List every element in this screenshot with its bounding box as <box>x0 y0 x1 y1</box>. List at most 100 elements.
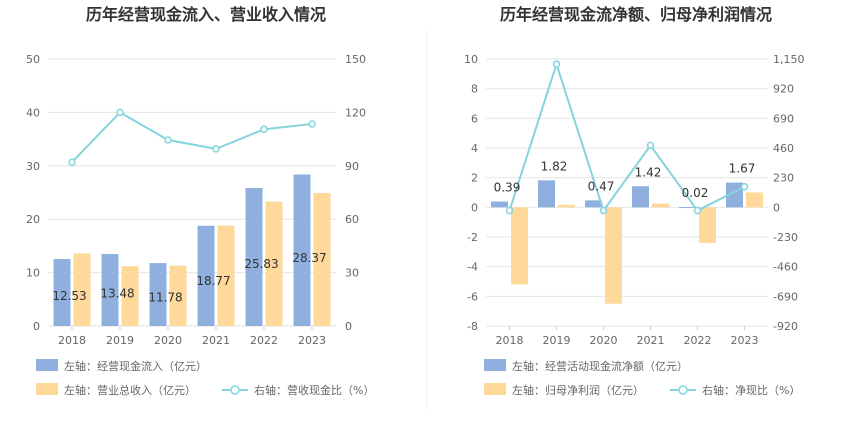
right-axis-tick-label: 690 <box>773 112 794 125</box>
left-axis-tick-label: -6 <box>467 290 478 303</box>
left-axis-tick-label: 2 <box>471 172 478 185</box>
ratio-line <box>71 111 313 163</box>
bar-data-label: 12.53 <box>52 289 86 303</box>
right-axis-tick-label: 150 <box>345 53 366 66</box>
ratio-point <box>693 206 702 215</box>
left-axis-tick-label: 10 <box>26 267 40 280</box>
right-axis-tick-label: 60 <box>345 213 359 226</box>
blue-bar <box>491 201 508 208</box>
ratio-point <box>552 60 561 68</box>
bar-data-label: 13.48 <box>100 287 134 301</box>
orange-bar <box>652 203 669 208</box>
orange-bar <box>558 204 575 208</box>
orange-bar <box>746 192 763 208</box>
right-axis-tick-label: -460 <box>773 261 798 274</box>
bar-data-label: 0.39 <box>494 181 521 195</box>
right-axis-tick-label: 1,150 <box>773 53 805 66</box>
category-tick-label: 2021 <box>637 334 665 347</box>
blue-bar <box>632 186 649 208</box>
left-axis-tick-label: 8 <box>471 83 478 96</box>
left-axis-tick-label: 50 <box>26 53 40 66</box>
left-axis-tick-label: 4 <box>471 142 478 155</box>
left-axis-tick-label: 0 <box>471 201 478 214</box>
bar-data-label: 25.83 <box>244 257 278 271</box>
category-tick-label: 2020 <box>154 334 182 347</box>
legend-label: 左轴：归母净利润（亿元） <box>512 383 644 397</box>
blue-bar <box>293 174 311 326</box>
chart-title: 历年经营现金流净额、归母净利润情况 <box>500 5 772 24</box>
category-tick-label: 2018 <box>58 334 86 347</box>
legend-swatch-blue <box>484 359 506 371</box>
blue-bar <box>585 200 602 208</box>
ratio-point <box>599 206 608 215</box>
left-axis-tick-label: 6 <box>471 112 478 125</box>
category-tick-label: 2018 <box>496 334 524 347</box>
orange-bar <box>605 207 622 304</box>
legend-label: 左轴：经营现金流入（亿元） <box>64 359 207 373</box>
ratio-point <box>505 206 514 215</box>
ratio-point <box>116 108 124 117</box>
bar-data-label: 1.42 <box>635 165 662 179</box>
left-axis-tick-label: 0 <box>33 320 40 333</box>
right-axis-tick-label: 920 <box>773 83 794 96</box>
category-tick-label: 2023 <box>731 334 759 347</box>
bar-data-label: 1.67 <box>729 162 756 176</box>
category-tick-label: 2021 <box>202 334 230 347</box>
orange-bar <box>511 207 528 285</box>
orange-bar <box>169 265 187 326</box>
category-tick-label: 2022 <box>684 334 712 347</box>
ratio-point <box>740 182 749 191</box>
category-tick-label: 2019 <box>106 334 134 347</box>
category-tick-label: 2020 <box>590 334 618 347</box>
right-axis-tick-label: -690 <box>773 290 798 303</box>
right-axis-tick-label: -920 <box>773 320 798 333</box>
legend-swatch-point <box>678 385 688 395</box>
bar-data-label: 18.77 <box>196 274 230 288</box>
left-axis-tick-label: -2 <box>467 231 478 244</box>
blue-bar <box>101 254 119 326</box>
left-axis-tick-label: 20 <box>26 213 40 226</box>
orange-bar <box>217 225 235 326</box>
orange-bar <box>73 253 91 326</box>
ratio-point <box>646 141 655 150</box>
right-axis-tick-label: 460 <box>773 142 794 155</box>
blue-bar <box>149 263 167 326</box>
ratio-point <box>308 120 316 128</box>
blue-bar <box>53 259 71 326</box>
blue-bar <box>538 180 555 208</box>
blue-bar <box>679 207 696 209</box>
ratio-point <box>68 158 76 166</box>
ratio-line <box>508 60 745 213</box>
right-axis-tick-label: 0 <box>773 201 780 214</box>
right-axis-tick-label: 30 <box>345 267 359 280</box>
orange-bar <box>265 201 283 326</box>
category-tick-label: 2019 <box>543 334 571 347</box>
orange-bar <box>313 193 331 326</box>
category-tick-label: 2022 <box>250 334 278 347</box>
legend-label: 左轴：营业总收入（亿元） <box>64 383 196 397</box>
left-axis-tick-label: 40 <box>26 106 40 119</box>
right-axis-tick-label: 0 <box>345 320 352 333</box>
legend-label: 右轴：营收现金比（%） <box>254 383 374 397</box>
left-axis-tick-label: -8 <box>467 320 478 333</box>
bar-data-label: 11.78 <box>148 291 182 305</box>
legend-swatch-point <box>230 385 240 395</box>
right-axis-tick-label: 120 <box>345 106 366 119</box>
ratio-point <box>212 145 220 153</box>
blue-bar <box>245 188 263 326</box>
orange-bar <box>699 207 716 243</box>
orange-bar <box>121 266 139 326</box>
right-axis-tick-label: 90 <box>345 160 359 173</box>
legend-swatch-orange <box>484 383 506 395</box>
category-tick-label: 2023 <box>298 334 326 347</box>
ratio-point <box>164 136 172 144</box>
bar-data-label: 28.37 <box>292 251 326 265</box>
legend-swatch-blue <box>36 359 58 371</box>
chart-title: 历年经营现金流入、营业收入情况 <box>86 5 326 24</box>
bar-data-label: 1.82 <box>541 159 568 173</box>
legend-swatch-orange <box>36 383 58 395</box>
blue-bar <box>197 225 215 326</box>
right-axis-tick-label: -230 <box>773 231 798 244</box>
